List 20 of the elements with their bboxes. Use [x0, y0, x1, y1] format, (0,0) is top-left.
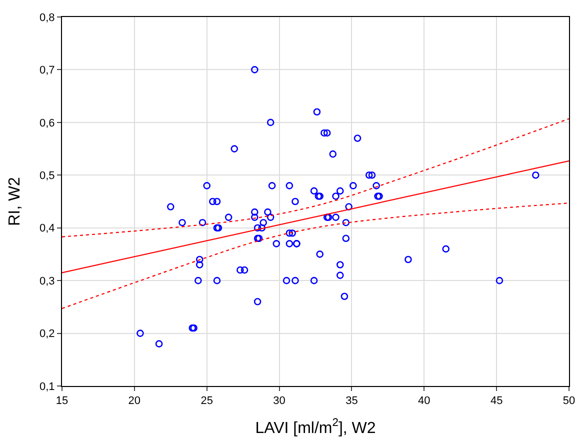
x-axis-title: LAVI [ml/m$^{2}$], W2	[255, 417, 376, 437]
y-axis-title: RI, W2	[6, 176, 24, 226]
x-tick-label: 30	[273, 395, 286, 408]
x-tick-label: 20	[128, 395, 141, 408]
line-series	[62, 118, 569, 238]
x-tick-label: 25	[200, 395, 213, 408]
x-tick-label: 15	[56, 395, 68, 408]
y-tick-label: 0,4	[40, 222, 55, 235]
y-tick-label: 0,8	[40, 12, 55, 24]
y-tick-label: 0,1	[40, 380, 55, 393]
y-tick-label: 0,2	[40, 328, 55, 340]
x-tick-label: 35	[346, 395, 358, 408]
x-tick-label: 40	[418, 395, 430, 408]
y-tick-label: 0,5	[40, 170, 55, 182]
y-tick-label: 0,6	[40, 117, 55, 130]
line-series	[62, 202, 569, 310]
x-tick-label: 50	[562, 395, 576, 408]
x-tick-label: 45	[490, 395, 503, 408]
y-tick-label: 0,3	[40, 275, 55, 288]
y-tick-label: 0,7	[40, 64, 55, 77]
